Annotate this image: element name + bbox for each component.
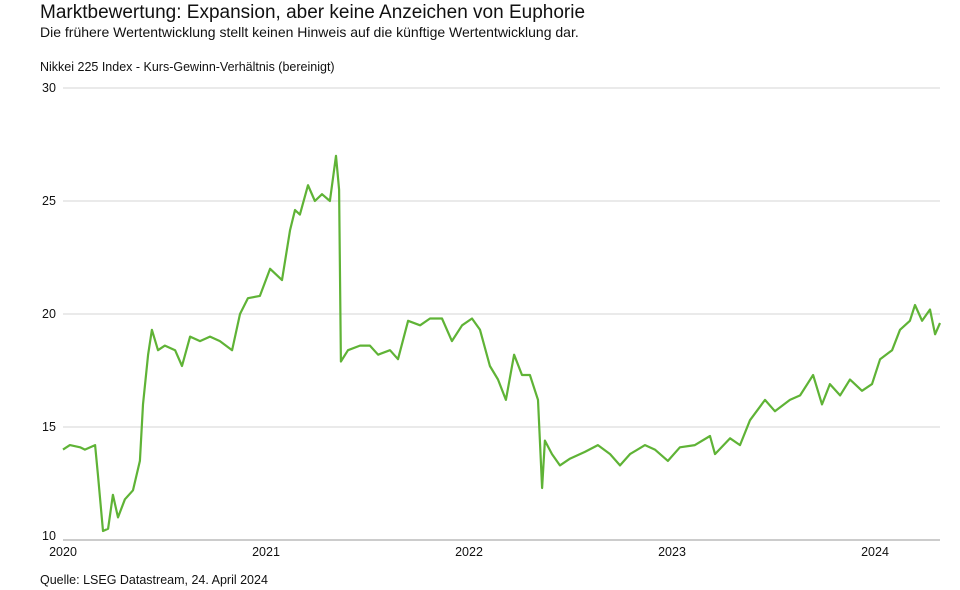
x-tick-label: 2020 [49, 545, 77, 559]
y-tick-label: 30 [42, 81, 56, 95]
source-note: Quelle: LSEG Datastream, 24. April 2024 [40, 573, 268, 587]
x-tick-label: 2023 [658, 545, 686, 559]
y-tick-label: 10 [42, 529, 56, 543]
y-tick-label: 15 [42, 420, 56, 434]
chart-subtitle: Die frühere Wertentwicklung stellt keine… [40, 24, 579, 40]
series-line [62, 154, 942, 533]
y-tick-label: 25 [42, 194, 56, 208]
y-axis-label: Nikkei 225 Index - Kurs-Gewinn-Verhältni… [40, 60, 335, 74]
line-chart: 10 15 20 25 30 2020 2021 2022 2023 2024 [42, 81, 942, 559]
x-tick-label: 2021 [252, 545, 280, 559]
chart-title: Marktbewertung: Expansion, aber keine An… [40, 2, 586, 23]
x-tick-label: 2024 [861, 545, 889, 559]
y-tick-label: 20 [42, 307, 56, 321]
x-tick-label: 2022 [455, 545, 483, 559]
